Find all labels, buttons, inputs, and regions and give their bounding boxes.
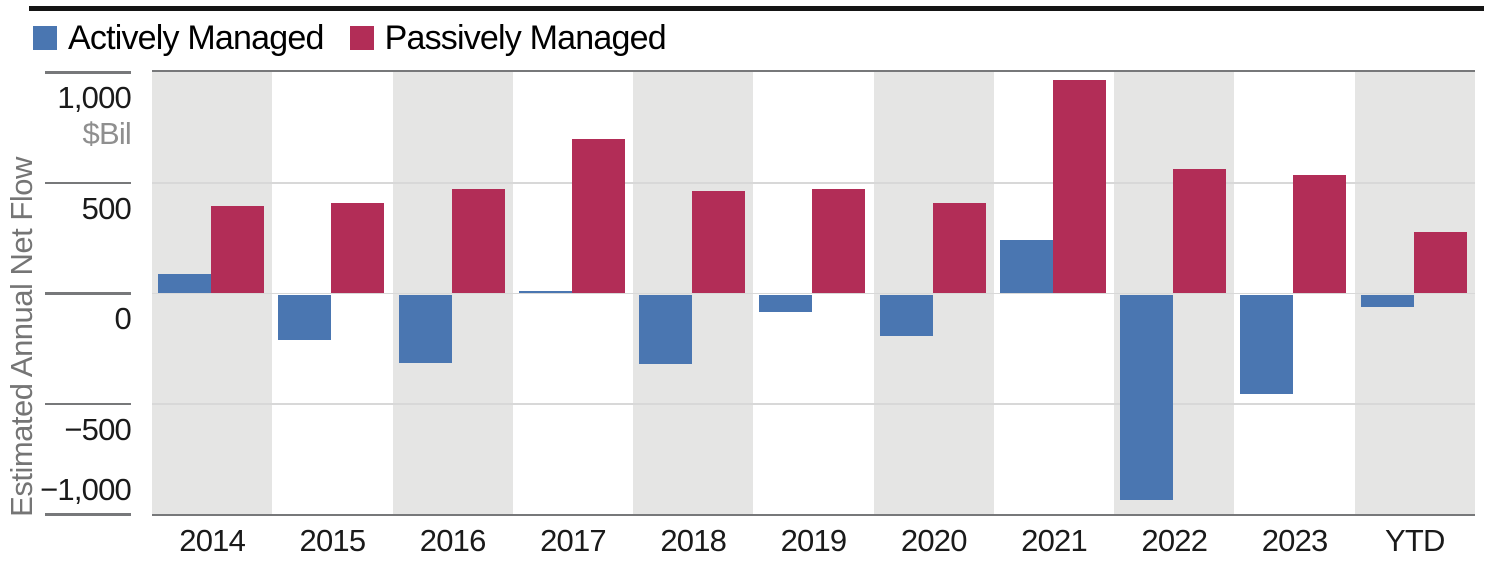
x-axis-label-2015: 2015 xyxy=(299,523,367,558)
y-tick-label-0: 0 xyxy=(114,301,132,336)
y-tick-500 xyxy=(45,181,131,184)
x-axis-label-2019: 2019 xyxy=(780,523,848,558)
y-tick-label-500: 500 xyxy=(81,190,132,226)
bar-actively-managed-2022 xyxy=(1120,294,1174,501)
y-tick--500 xyxy=(45,402,131,405)
bar-actively-managed-2015 xyxy=(278,294,332,340)
x-axis-label-2022: 2022 xyxy=(1141,523,1208,558)
legend-item-actively-managed: Actively Managed xyxy=(33,19,324,58)
bar-actively-managed-YTD xyxy=(1360,294,1414,307)
top-rule xyxy=(29,6,1484,11)
y-tick-label-1000: 1,000 xyxy=(57,80,131,115)
x-axis-label-2017: 2017 xyxy=(540,523,607,558)
bar-actively-managed-2023 xyxy=(1240,294,1294,394)
y-tick-label--1000: −1,000 xyxy=(40,472,132,507)
bar-actively-managed-2017 xyxy=(518,291,572,293)
bar-actively-managed-2018 xyxy=(639,294,693,365)
legend-label-passively-managed: Passively Managed xyxy=(384,18,667,57)
bar-passively-managed-2019 xyxy=(812,189,866,293)
bar-passively-managed-2016 xyxy=(451,189,505,293)
legend-item-passively-managed: Passively Managed xyxy=(349,18,667,58)
bar-actively-managed-2019 xyxy=(759,294,813,313)
bar-passively-managed-2014 xyxy=(211,205,264,293)
bar-passively-managed-YTD xyxy=(1413,232,1467,293)
bar-actively-managed-2016 xyxy=(398,294,452,363)
legend-swatch-passively-managed-icon xyxy=(349,26,374,50)
legend: Actively Managed Passively Managed xyxy=(33,19,692,57)
gridline-500 xyxy=(152,182,1475,184)
bar-passively-managed-2017 xyxy=(571,139,625,293)
y-tick-label--500: −500 xyxy=(64,411,131,447)
plot-border-bottom xyxy=(152,513,1475,516)
bar-passively-managed-2023 xyxy=(1293,174,1347,293)
bar-passively-managed-2022 xyxy=(1173,169,1227,293)
gridline-0 xyxy=(152,292,1475,294)
x-axis-label-YTD: YTD xyxy=(1385,523,1445,558)
y-tick--1000 xyxy=(45,513,131,516)
bar-passively-managed-2018 xyxy=(692,191,746,293)
gridline--500 xyxy=(152,403,1475,405)
bar-passively-managed-2020 xyxy=(932,203,986,293)
y-axis-unit-label: $Bil xyxy=(82,116,132,151)
y-tick-1000 xyxy=(45,71,131,74)
x-axis-label-2018: 2018 xyxy=(660,523,727,558)
x-axis-label-2014: 2014 xyxy=(179,523,246,558)
bar-passively-managed-2021 xyxy=(1052,79,1106,293)
x-axis-label-2016: 2016 xyxy=(419,523,487,558)
bar-actively-managed-2014 xyxy=(158,274,211,293)
bar-passively-managed-2015 xyxy=(331,203,385,293)
x-axis-label-2021: 2021 xyxy=(1021,523,1088,558)
bar-actively-managed-2021 xyxy=(999,239,1053,293)
x-axis-label-2023: 2023 xyxy=(1261,523,1329,558)
plot-border-top xyxy=(152,69,1475,72)
bar-actively-managed-2020 xyxy=(879,294,933,337)
legend-label-actively-managed: Actively Managed xyxy=(68,18,324,57)
y-tick-0 xyxy=(45,292,131,295)
legend-swatch-actively-managed-icon xyxy=(33,26,57,50)
x-axis-label-2020: 2020 xyxy=(900,523,968,558)
